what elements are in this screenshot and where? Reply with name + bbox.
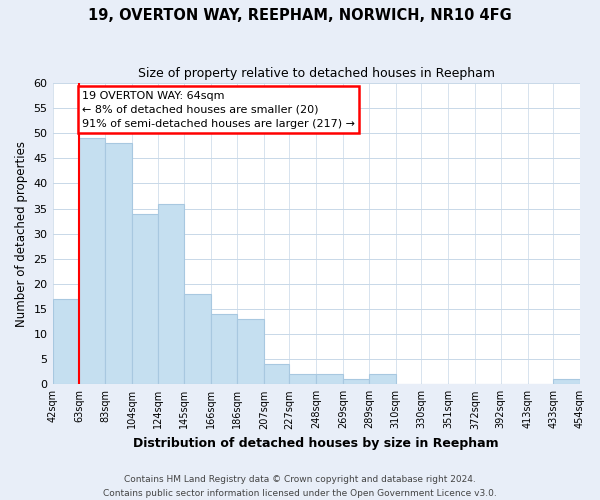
Y-axis label: Number of detached properties: Number of detached properties (15, 140, 28, 326)
Bar (79, 138, 105, 384)
Bar (184, 294, 211, 384)
Bar (158, 204, 184, 384)
Bar (105, 144, 132, 384)
Title: Size of property relative to detached houses in Reepham: Size of property relative to detached ho… (138, 68, 495, 80)
Bar (369, 374, 395, 384)
Bar (264, 364, 289, 384)
Bar (316, 374, 343, 384)
X-axis label: Distribution of detached houses by size in Reepham: Distribution of detached houses by size … (133, 437, 499, 450)
Bar (289, 374, 316, 384)
Bar (343, 380, 369, 384)
Text: 19, OVERTON WAY, REEPHAM, NORWICH, NR10 4FG: 19, OVERTON WAY, REEPHAM, NORWICH, NR10 … (88, 8, 512, 22)
Bar (211, 314, 237, 384)
Text: Contains HM Land Registry data © Crown copyright and database right 2024.
Contai: Contains HM Land Registry data © Crown c… (103, 476, 497, 498)
Bar (53, 299, 79, 384)
Text: 19 OVERTON WAY: 64sqm
← 8% of detached houses are smaller (20)
91% of semi-detac: 19 OVERTON WAY: 64sqm ← 8% of detached h… (82, 90, 355, 128)
Bar (553, 380, 580, 384)
Bar (237, 319, 264, 384)
Bar (132, 214, 158, 384)
